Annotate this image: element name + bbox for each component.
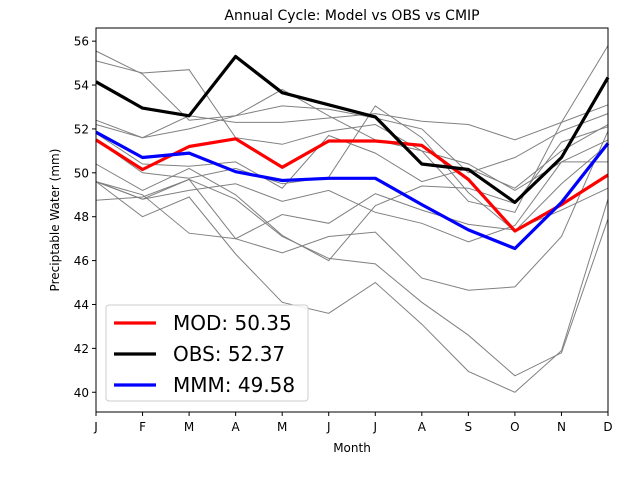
- x-tick-label: D: [603, 420, 612, 434]
- cmip-member-line-6: [95, 105, 609, 232]
- x-tick-label: N: [557, 420, 566, 434]
- series-line-3: [95, 130, 610, 251]
- main-series-lines: [95, 54, 610, 251]
- cmip-member-line-3: [95, 104, 609, 141]
- y-tick-label: 42: [74, 342, 89, 356]
- series-line-1: [95, 137, 609, 233]
- cmip-member-line-4: [95, 105, 609, 174]
- y-tick-label: 44: [74, 298, 89, 312]
- x-tick-label: J: [372, 420, 377, 434]
- y-tick-label: 52: [74, 122, 89, 136]
- x-tick-label: O: [510, 420, 519, 434]
- legend: MOD: 50.35 OBS: 52.37 MMM: 49.58: [105, 304, 309, 402]
- y-tick-label: 56: [74, 35, 89, 49]
- plot-frame: [95, 27, 609, 413]
- x-tick-label: M: [277, 420, 287, 434]
- x-tick-label: J: [326, 420, 331, 434]
- cmip-member-line-7: [95, 161, 608, 243]
- x-tick-label: M: [184, 420, 194, 434]
- legend-box: [105, 304, 309, 402]
- x-tick-label: A: [232, 420, 241, 434]
- y-axis: 40 42 44 46 48 50 52 54 56: [74, 35, 96, 400]
- legend-label: MOD: 50.35: [173, 311, 292, 335]
- y-tick-label: 50: [74, 166, 89, 180]
- cmip-member-line-2: [95, 45, 609, 213]
- cmip-member-line-9: [95, 181, 609, 393]
- cmip-member-line-1: [95, 50, 609, 191]
- y-tick-label: 46: [74, 254, 89, 268]
- y-axis-label: Preciptable Water (mm): [48, 149, 62, 292]
- x-tick-label: S: [465, 420, 473, 434]
- x-axis-label: Month: [333, 441, 371, 455]
- legend-label: OBS: 52.37: [173, 342, 285, 366]
- x-tick-label: F: [139, 420, 146, 434]
- series-line-2: [95, 54, 610, 204]
- legend-label: MMM: 49.58: [173, 373, 295, 397]
- x-tick-label: J: [93, 420, 98, 434]
- cmip-member-line-11: [95, 130, 609, 291]
- chart-title: Annual Cycle: Model vs OBS vs CMIP: [224, 8, 479, 24]
- y-tick-label: 54: [74, 79, 89, 93]
- x-tick-label: A: [418, 420, 427, 434]
- y-tick-label: 40: [74, 386, 89, 400]
- y-tick-label: 48: [74, 210, 89, 224]
- cmip-member-line-5: [95, 124, 609, 189]
